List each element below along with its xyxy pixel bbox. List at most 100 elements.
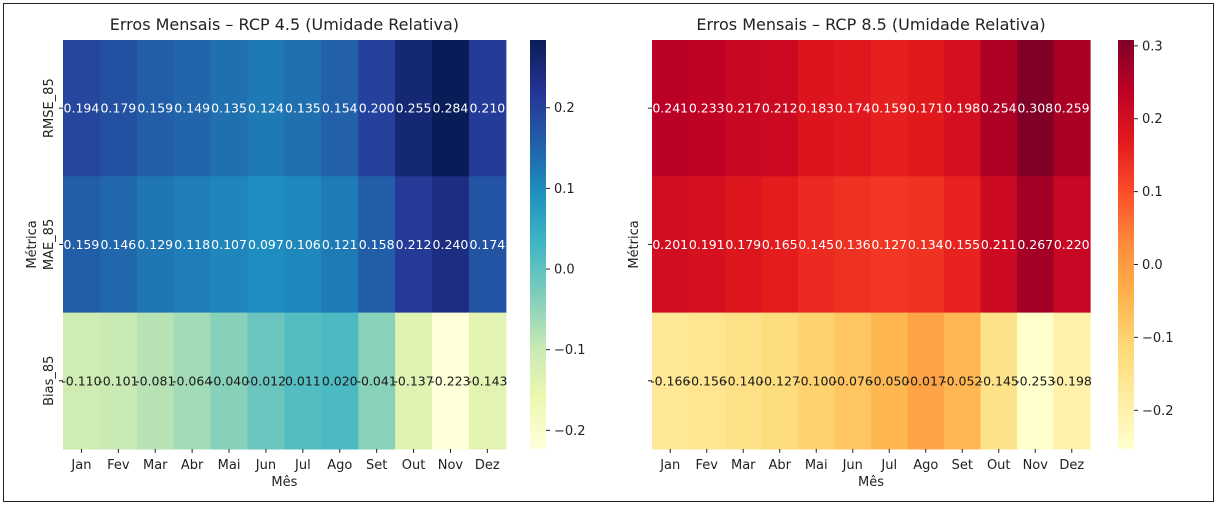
heatmap-cell [944,176,982,314]
y-tick-label: Bias_85 [42,356,57,406]
cell-value-label: -0.100 [796,373,836,388]
colorbar-tick-label: 0.1 [1142,185,1163,200]
heatmap-cell [798,40,836,177]
heatmap-cell [321,176,359,314]
heatmap-cell [761,312,799,450]
x-tick-label: Dez [475,458,500,473]
cell-value-label: 0.106 [285,237,321,252]
cell-value-label: 0.155 [944,237,980,252]
cell-value-label: 0.308 [1017,101,1053,116]
heatmap-cell [395,40,433,177]
cell-value-label: 0.149 [174,101,210,116]
heatmap-cell [652,176,690,314]
chart-title: Erros Mensais – RCP 4.5 (Umidade Relativ… [110,15,459,34]
x-tick-label: Ago [327,458,352,473]
cell-value-label: -0.223 [430,373,470,388]
heatmap-cell [944,312,982,450]
cell-value-label: 0.174 [469,237,505,252]
cell-value-label: 0.217 [725,101,761,116]
colorbar-tick-label: 0.0 [554,263,575,278]
x-tick-label: Mar [143,458,168,473]
cell-value-label: 0.267 [1017,237,1053,252]
cell-value-label: 0.211 [981,237,1017,252]
cell-value-label: 0.179 [100,101,136,116]
x-tick-label: Nov [1023,458,1049,473]
x-axis-label: Mês [858,475,884,490]
colorbar-tick-label: 0.0 [1142,258,1163,273]
colorbar-tick-label: 0.2 [554,101,575,116]
cell-value-label: 0.220 [1054,237,1090,252]
heatmap-cell [980,40,1018,177]
cell-value-label: -0.081 [135,373,175,388]
cell-value-label: 0.129 [137,237,173,252]
heatmap-cell [468,312,507,450]
heatmap-cell [798,176,836,314]
heatmap-cell [834,176,872,314]
colorbar-tick-label: −0.1 [554,343,586,358]
heatmap-cell [1017,312,1055,450]
x-tick-label: Mai [805,458,828,473]
heatmap-cell [247,176,285,314]
heatmap-cell [688,40,726,177]
heatmap-cell [284,176,322,314]
cell-value-label: 0.118 [174,237,210,252]
y-axis-label: Métrica [25,220,40,268]
cell-value-label: 0.194 [64,101,100,116]
chart-title: Erros Mensais – RCP 8.5 (Umidade Relativ… [696,15,1045,34]
x-axis-label: Mês [271,475,297,490]
heatmap-cell [834,312,872,450]
cell-value-label: 0.179 [725,237,761,252]
cell-value-label: 0.212 [396,237,432,252]
heatmap-cell [980,312,1018,450]
cell-value-label: 0.212 [762,101,798,116]
heatmap-cell [652,312,690,450]
cell-value-label: -0.110 [61,373,101,388]
cell-value-label: 0.201 [652,237,688,252]
heatmap-cell [321,40,359,177]
heatmap-cell [173,176,212,314]
cell-value-label: 0.241 [652,101,688,116]
cell-value-label: -0.017 [906,373,946,388]
cell-value-label: 0.127 [871,237,907,252]
heatmap-cell [395,312,433,450]
cell-value-label: 0.158 [359,237,395,252]
cell-value-label: -0.145 [979,373,1019,388]
cell-value-label: 0.146 [100,237,136,252]
heatmap-cell [725,40,763,177]
colorbar-tick-label: −0.2 [1142,404,1174,419]
cell-value-label: -0.101 [98,373,138,388]
heatmap-cell [432,176,470,314]
cell-value-label: 0.097 [248,237,284,252]
colorbar-tick-label: 0.2 [1142,112,1163,127]
heatmap-cell [652,40,690,177]
cell-value-label: 0.200 [359,101,395,116]
heatmap-cell [871,176,909,314]
x-tick-label: Mai [218,458,241,473]
heatmap-cell [173,312,212,450]
heatmap-cell [358,312,396,450]
heatmap-cell [725,176,763,314]
heatmap-cell [798,312,836,450]
heatmap-cell [63,40,101,177]
heatmap-cell [432,40,470,177]
heatmap-cell [907,40,945,177]
heatmap-cell [871,40,909,177]
heatmap-cell [725,312,763,450]
cell-value-label: 0.233 [689,101,725,116]
heatmap-cell [247,40,285,177]
cell-value-label: 0.135 [285,101,321,116]
heatmap-cell [761,176,799,314]
cell-value-label: -0.143 [467,373,507,388]
x-tick-label: Fev [107,458,130,473]
x-tick-label: Jul [294,458,311,473]
colorbar-tick-label: 0.3 [1142,39,1163,54]
cell-value-label: 0.171 [908,101,944,116]
cell-value-label: -0.076 [833,373,873,388]
heatmap-cell [907,176,945,314]
heatmap-cell [99,176,138,314]
cell-value-label: -0.156 [687,373,727,388]
heatmap-cell [1017,40,1055,177]
cell-value-label: 0.159 [137,101,173,116]
cell-value-label: 0.183 [798,101,834,116]
cell-value-label: 0.255 [396,101,432,116]
